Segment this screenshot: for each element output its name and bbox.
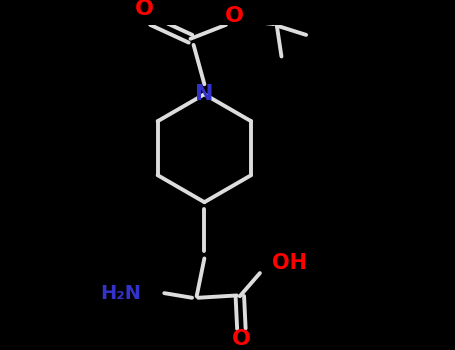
Text: H₂N: H₂N xyxy=(100,284,141,303)
Text: O: O xyxy=(232,329,251,349)
Text: OH: OH xyxy=(272,253,307,273)
Text: N: N xyxy=(195,84,214,104)
Text: O: O xyxy=(135,0,154,20)
Text: O: O xyxy=(225,6,244,26)
